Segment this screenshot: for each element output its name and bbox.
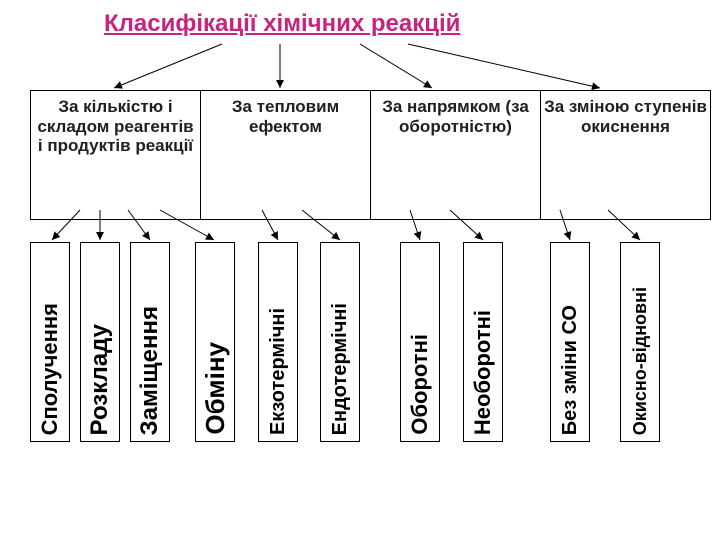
leaf-label: Окисно-відновні	[631, 287, 649, 435]
leaf-box: Розкладу	[80, 242, 120, 442]
leaf-label: Сполучення	[39, 303, 61, 435]
leaf-box: Екзотермічні	[258, 242, 298, 442]
leaf-box: Заміщення	[130, 242, 170, 442]
leaf-label: Обміну	[202, 342, 228, 435]
category-cell: За тепловим ефектом	[201, 91, 371, 220]
category-table: За кількістю і складом реагентів і проду…	[30, 90, 711, 220]
category-cell: За кількістю і складом реагентів і проду…	[31, 91, 201, 220]
leaf-label: Заміщення	[138, 306, 162, 435]
leaf-label: Без зміни СО	[560, 305, 580, 435]
category-cell: За зміною ступенів окиснення	[541, 91, 711, 220]
leaf-box: Обміну	[195, 242, 235, 442]
leaf-box: Оборотні	[400, 242, 440, 442]
leaf-box: Ендотермічні	[320, 242, 360, 442]
leaf-box: Необоротні	[463, 242, 503, 442]
category-cell: За напрямком (за оборотністю)	[371, 91, 541, 220]
category-row: За кількістю і складом реагентів і проду…	[31, 91, 711, 220]
diagram-title: Класифікації хімічних реакцій	[104, 10, 460, 38]
leaf-label: Екзотермічні	[268, 308, 288, 435]
leaf-label: Необоротні	[472, 310, 494, 435]
leaf-box: Без зміни СО	[550, 242, 590, 442]
leaf-label: Розкладу	[88, 324, 112, 435]
leaf-label: Оборотні	[409, 334, 431, 435]
leaf-label: Ендотермічні	[330, 303, 350, 435]
leaf-box: Окисно-відновні	[620, 242, 660, 442]
leaf-box: Сполучення	[30, 242, 70, 442]
